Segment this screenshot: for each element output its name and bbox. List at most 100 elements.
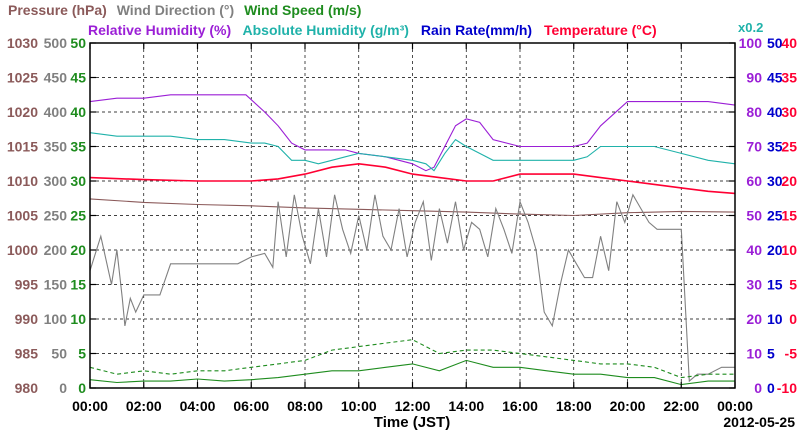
date-label: 2012-05-25 bbox=[723, 414, 795, 430]
y-tick-label-wind-speed: 50 bbox=[70, 35, 86, 51]
y-tick-label-pressure: 1020 bbox=[7, 104, 38, 120]
y-tick-label-relative-humidity: 90 bbox=[746, 70, 762, 86]
y-tick-label-temperature: -5 bbox=[785, 346, 798, 362]
y-tick-label-temperature: 10 bbox=[781, 242, 797, 258]
x-tick-label: 00:00 bbox=[717, 398, 753, 414]
legend-relative-humidity: Relative Humidity (%) bbox=[88, 22, 231, 38]
y-tick-label-rain-rate: 25 bbox=[767, 208, 783, 224]
y-tick-label-rain-rate: 35 bbox=[767, 139, 783, 155]
y-tick-label-temperature: 40 bbox=[781, 35, 797, 51]
y-tick-label-rain-rate: 50 bbox=[767, 35, 783, 51]
y-tick-label-pressure: 985 bbox=[15, 346, 39, 362]
y-tick-label-wind-direction: 150 bbox=[44, 277, 68, 293]
legend-pressure: Pressure (hPa) bbox=[8, 2, 107, 18]
y-tick-label-pressure: 1025 bbox=[7, 70, 38, 86]
y-tick-label-wind-direction: 450 bbox=[44, 70, 68, 86]
y-tick-label-rain-rate: 30 bbox=[767, 173, 783, 189]
y-tick-label-pressure: 995 bbox=[15, 277, 39, 293]
y-tick-label-relative-humidity: 0 bbox=[754, 380, 762, 396]
y-tick-label-pressure: 1010 bbox=[7, 173, 38, 189]
y-tick-label-relative-humidity: 20 bbox=[746, 311, 762, 327]
y-tick-label-rain-rate: 10 bbox=[767, 311, 783, 327]
y-tick-label-wind-direction: 300 bbox=[44, 173, 68, 189]
y-tick-label-wind-speed: 40 bbox=[70, 104, 86, 120]
y-tick-label-temperature: -10 bbox=[777, 380, 797, 396]
x-tick-label: 14:00 bbox=[448, 398, 484, 414]
y-tick-label-wind-speed: 45 bbox=[70, 70, 86, 86]
y-tick-label-rain-rate: 40 bbox=[767, 104, 783, 120]
y-tick-label-temperature: 15 bbox=[781, 208, 797, 224]
y-tick-label-pressure: 990 bbox=[15, 311, 39, 327]
y-tick-label-pressure: 1005 bbox=[7, 208, 38, 224]
y-tick-label-wind-direction: 400 bbox=[44, 104, 68, 120]
y-tick-label-relative-humidity: 70 bbox=[746, 139, 762, 155]
y-tick-label-wind-speed: 35 bbox=[70, 139, 86, 155]
x-tick-label: 00:00 bbox=[72, 398, 108, 414]
y-tick-label-temperature: 25 bbox=[781, 139, 797, 155]
y-tick-label-wind-speed: 5 bbox=[78, 346, 86, 362]
x-tick-label: 08:00 bbox=[287, 398, 323, 414]
series-layer bbox=[89, 94, 736, 386]
x-tick-label: 22:00 bbox=[663, 398, 699, 414]
series-line-1 bbox=[89, 193, 735, 383]
y-tick-label-wind-direction: 100 bbox=[44, 311, 68, 327]
axis-tick-labels: 1030102510201015101010051000995990985980… bbox=[7, 35, 797, 414]
y-tick-label-wind-speed: 10 bbox=[70, 311, 86, 327]
y-tick-label-wind-direction: 0 bbox=[59, 380, 67, 396]
series-line-4 bbox=[89, 94, 736, 172]
x-tick-label: 10:00 bbox=[341, 398, 377, 414]
y-tick-label-pressure: 1030 bbox=[7, 35, 38, 51]
y-tick-label-wind-direction: 50 bbox=[51, 346, 67, 362]
y-tick-label-wind-speed: 20 bbox=[70, 242, 86, 258]
y-tick-label-wind-direction: 500 bbox=[44, 35, 68, 51]
legend-scale-note: x0.2 bbox=[738, 20, 763, 35]
y-tick-label-wind-direction: 350 bbox=[44, 139, 68, 155]
y-tick-label-wind-direction: 200 bbox=[44, 242, 68, 258]
legend-rain-rate: Rain Rate(mm/h) bbox=[421, 22, 532, 38]
x-tick-label: 02:00 bbox=[126, 398, 162, 414]
y-tick-label-wind-speed: 25 bbox=[70, 208, 86, 224]
y-tick-label-pressure: 1000 bbox=[7, 242, 38, 258]
series-line-2 bbox=[89, 359, 735, 386]
legend-row2: Relative Humidity (%) Absolute Humidity … bbox=[88, 22, 657, 38]
x-tick-label: 18:00 bbox=[556, 398, 592, 414]
y-tick-label-rain-rate: 20 bbox=[767, 242, 783, 258]
y-tick-label-rain-rate: 5 bbox=[767, 346, 775, 362]
x-axis-label: Time (JST) bbox=[374, 414, 450, 431]
y-tick-label-wind-direction: 250 bbox=[44, 208, 68, 224]
y-tick-label-relative-humidity: 30 bbox=[746, 277, 762, 293]
y-tick-label-rain-rate: 0 bbox=[767, 380, 775, 396]
x-tick-label: 04:00 bbox=[180, 398, 216, 414]
y-tick-label-relative-humidity: 10 bbox=[746, 346, 762, 362]
x-tick-label: 16:00 bbox=[502, 398, 538, 414]
y-tick-label-wind-speed: 30 bbox=[70, 173, 86, 189]
x-tick-label: 06:00 bbox=[233, 398, 269, 414]
y-tick-label-relative-humidity: 60 bbox=[746, 173, 762, 189]
series-line-3 bbox=[89, 339, 735, 379]
y-tick-label-pressure: 1015 bbox=[7, 139, 38, 155]
ticks bbox=[89, 42, 736, 389]
legend-wind-speed: Wind Speed (m/s) bbox=[244, 2, 361, 18]
y-tick-label-pressure: 980 bbox=[15, 380, 39, 396]
y-tick-label-temperature: 20 bbox=[781, 173, 797, 189]
y-tick-label-relative-humidity: 50 bbox=[746, 208, 762, 224]
y-tick-label-temperature: 0 bbox=[789, 311, 797, 327]
series-line-6 bbox=[89, 162, 736, 195]
series-line-5 bbox=[89, 132, 736, 172]
y-tick-label-temperature: 35 bbox=[781, 70, 797, 86]
legend-wind-direction: Wind Direction (°) bbox=[117, 2, 234, 18]
y-tick-label-wind-speed: 0 bbox=[78, 380, 86, 396]
y-tick-label-relative-humidity: 100 bbox=[739, 35, 763, 51]
y-tick-label-relative-humidity: 40 bbox=[746, 242, 762, 258]
y-tick-label-temperature: 30 bbox=[781, 104, 797, 120]
x-tick-label: 12:00 bbox=[395, 398, 431, 414]
legend-row1: Pressure (hPa) Wind Direction (°) Wind S… bbox=[8, 2, 361, 18]
y-tick-label-wind-speed: 15 bbox=[70, 277, 86, 293]
y-tick-label-rain-rate: 45 bbox=[767, 70, 783, 86]
legend-absolute-humidity: Absolute Humidity (g/m³) bbox=[243, 22, 409, 38]
y-tick-label-temperature: 5 bbox=[789, 277, 797, 293]
x-tick-label: 20:00 bbox=[610, 398, 646, 414]
y-tick-label-rain-rate: 15 bbox=[767, 277, 783, 293]
